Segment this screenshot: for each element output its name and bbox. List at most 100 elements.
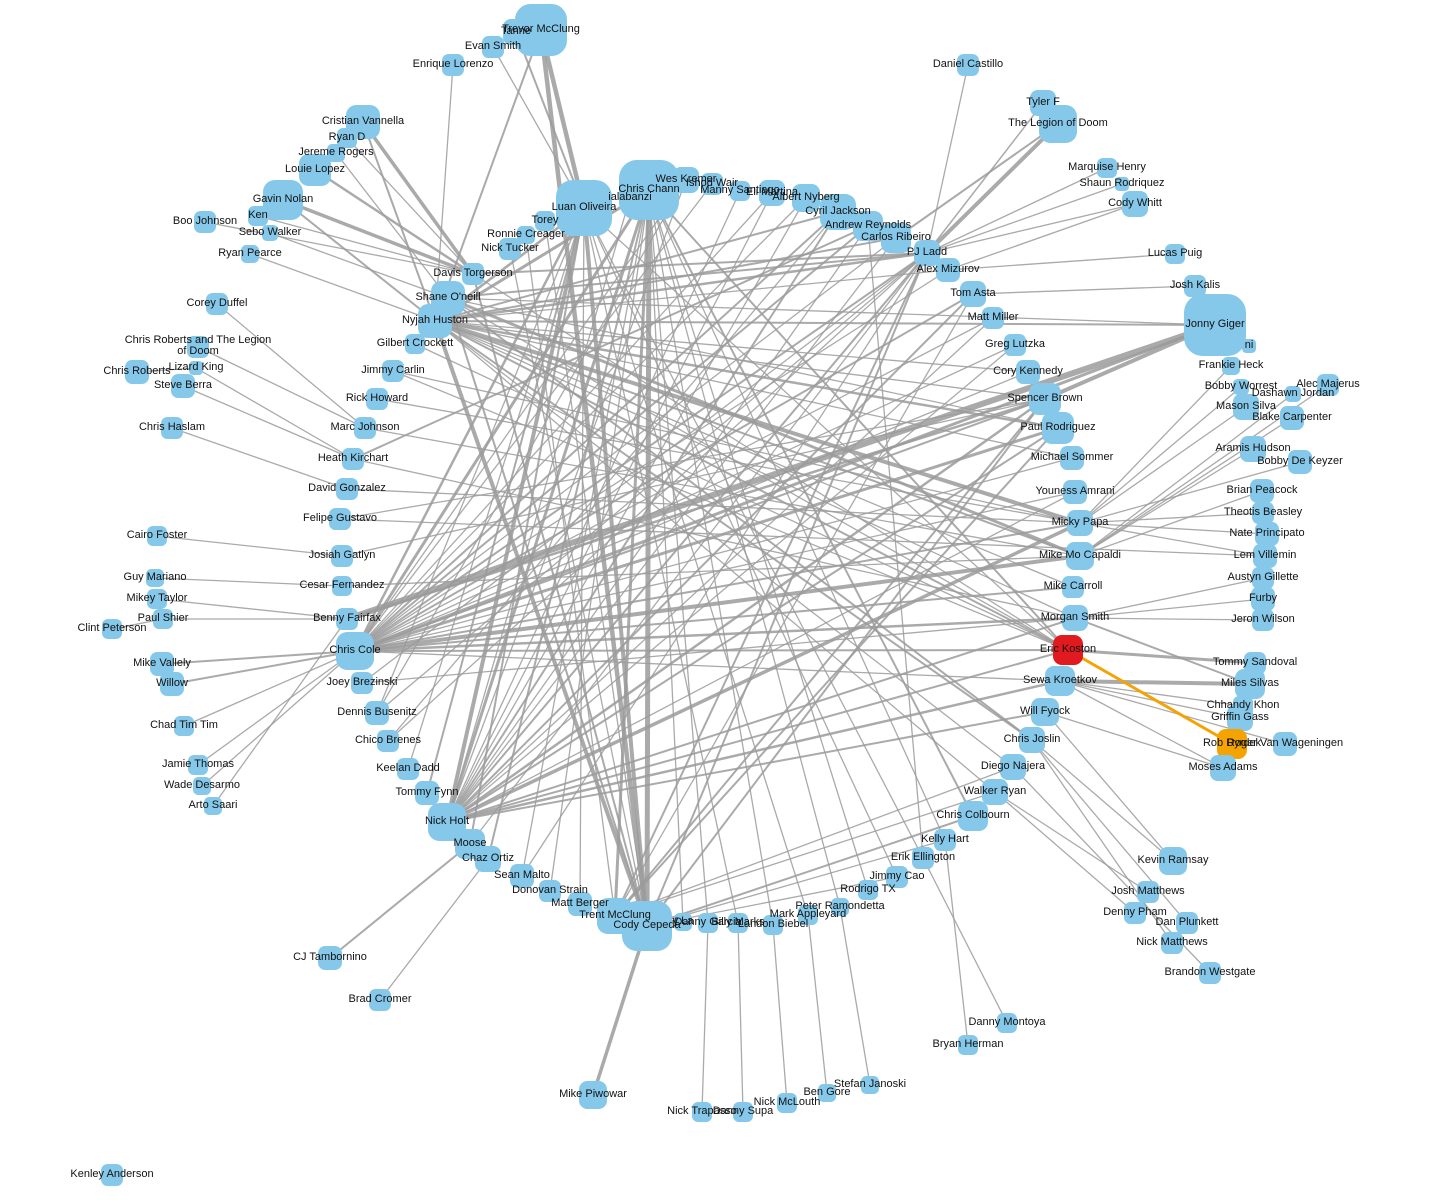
graph-node-nick-mclouth[interactable] [777, 1093, 797, 1113]
graph-node-frankie-heck[interactable] [1222, 357, 1240, 375]
graph-node-griffin-gass[interactable] [1227, 705, 1253, 731]
graph-node-mikey-taylor[interactable] [147, 589, 167, 609]
graph-node-josh-kalis[interactable] [1184, 275, 1206, 297]
graph-node-brad-cromer[interactable] [369, 989, 391, 1011]
graph-node-nick-trapasso[interactable] [692, 1102, 712, 1122]
graph-node-danny-supa[interactable] [733, 1102, 753, 1122]
graph-node-cairo-foster[interactable] [147, 526, 167, 546]
graph-node-paul-shier[interactable] [153, 609, 173, 629]
graph-node-ben-gore[interactable] [818, 1084, 836, 1102]
graph-node-matt-miller[interactable] [982, 307, 1004, 329]
graph-node-boo-johnson[interactable] [194, 211, 216, 233]
graph-node-donovan-strain[interactable] [539, 880, 561, 902]
graph-node-landon-biebel[interactable] [763, 915, 783, 935]
graph-node-chris-roberts[interactable] [125, 360, 149, 384]
graph-node-mason-silva[interactable] [1233, 394, 1259, 420]
graph-node-cj-tambornino[interactable] [318, 946, 342, 970]
graph-node-bobby-de-keyzer[interactable] [1288, 450, 1312, 474]
graph-node-kenley-anderson[interactable] [101, 1164, 123, 1186]
graph-node-danny-garcia[interactable] [698, 913, 718, 933]
graph-node-mike-mo-capaldi[interactable] [1066, 542, 1094, 570]
graph-node-davis-torgerson[interactable] [462, 263, 484, 285]
graph-node-matt-berger[interactable] [568, 892, 592, 916]
graph-node-greg-lutzka[interactable] [1004, 334, 1026, 356]
graph-node-louie-lopez[interactable] [299, 154, 331, 186]
graph-node-blake-carpenter[interactable] [1280, 406, 1304, 430]
graph-node-bryan-herman[interactable] [958, 1035, 978, 1055]
graph-node-evan-smith[interactable] [482, 36, 504, 58]
graph-node-michael-sommer[interactable] [1060, 446, 1084, 470]
graph-node-josh-matthews[interactable] [1137, 881, 1159, 903]
graph-node-lizard-king[interactable] [189, 361, 203, 375]
graph-node-cody-cepeda[interactable] [622, 901, 672, 951]
graph-node-micky-papa[interactable] [1067, 510, 1093, 536]
graph-node-billy-marks[interactable] [728, 913, 748, 933]
graph-node-alec-majerus[interactable] [1317, 374, 1339, 396]
graph-node-tommy-fynn[interactable] [415, 781, 439, 805]
graph-node-wes-kremer[interactable] [673, 167, 699, 193]
graph-node-steve-berra[interactable] [171, 374, 195, 398]
graph-node-chad-tim-tim[interactable] [174, 716, 194, 736]
graph-node-peter-ramondetta[interactable] [831, 898, 849, 916]
graph-node-morgan-smith[interactable] [1062, 605, 1088, 631]
graph-node-furby[interactable] [1251, 587, 1275, 611]
graph-node-jamie-thomas[interactable] [188, 755, 208, 775]
graph-node-felipe-gustavo[interactable] [329, 508, 351, 530]
graph-node-enrique-lorenzo[interactable] [442, 54, 464, 76]
graph-node-denny-pham[interactable] [1124, 902, 1146, 924]
graph-node-brandon-westgate[interactable] [1199, 962, 1221, 984]
graph-node-ni[interactable] [1242, 339, 1256, 353]
graph-node-will-fyock[interactable] [1031, 698, 1059, 726]
graph-node-rob-dyrdek[interactable] [1217, 729, 1247, 759]
graph-node-y-la[interactable] [674, 913, 692, 931]
graph-node-diego-najera[interactable] [1000, 754, 1026, 780]
graph-node-gilbert-crockett[interactable] [405, 334, 425, 354]
graph-node-legion-of-doom[interactable] [1039, 105, 1077, 143]
graph-node-chris-colbourn[interactable] [958, 801, 988, 831]
graph-node-tanner[interactable] [503, 19, 529, 45]
graph-node-sean-malto[interactable] [510, 864, 534, 888]
graph-node-ryan-pearce[interactable] [241, 245, 259, 263]
graph-node-nyjah-huston[interactable] [418, 304, 452, 338]
graph-node-eric-koston[interactable] [1053, 635, 1083, 665]
graph-node-ishod-wair[interactable] [701, 173, 723, 195]
graph-node-alex-mizurov[interactable] [936, 258, 960, 282]
graph-node-dashawn-jordan[interactable] [1285, 386, 1301, 402]
graph-node-jimmy-cao[interactable] [886, 866, 908, 888]
graph-node-theotis-beasley[interactable] [1252, 502, 1274, 524]
graph-node-luan-oliveira[interactable] [556, 180, 612, 236]
graph-node-chris-haslam[interactable] [161, 417, 183, 439]
graph-node-mike-piwowar[interactable] [579, 1081, 607, 1109]
graph-node-roger-van-wageningen[interactable] [1273, 732, 1297, 756]
graph-node-heath-kirchart[interactable] [342, 448, 364, 470]
graph-node-carlos-ribeiro[interactable] [881, 223, 911, 253]
graph-node-lucas-puig[interactable] [1165, 244, 1185, 264]
graph-node-jonny-giger[interactable] [1184, 294, 1246, 356]
graph-node-ronnie-creager[interactable] [517, 226, 535, 244]
graph-node-josiah-gatlyn[interactable] [331, 545, 353, 567]
graph-node-austyn-gillette[interactable] [1252, 567, 1274, 589]
graph-node-youness-amrani[interactable] [1063, 480, 1087, 504]
graph-node-corey-duffel[interactable] [206, 293, 228, 315]
graph-node-erik-ellington[interactable] [912, 847, 934, 869]
graph-node-kalabanzi[interactable] [619, 187, 641, 209]
graph-node-joey-brezinski[interactable] [351, 672, 373, 694]
graph-node-dennis-busenitz[interactable] [365, 701, 389, 725]
graph-node-lem-villemin[interactable] [1253, 544, 1277, 568]
graph-node-benny-fairfax[interactable] [336, 608, 358, 630]
graph-node-rick-howard[interactable] [366, 388, 388, 410]
graph-node-nate-principato[interactable] [1255, 522, 1279, 546]
graph-node-clint-peterson[interactable] [102, 619, 122, 639]
graph-node-chris-joslin[interactable] [1019, 727, 1045, 753]
graph-node-spencer-brown[interactable] [1029, 383, 1061, 415]
graph-node-stefan-janoski[interactable] [861, 1076, 879, 1094]
graph-node-cory-kennedy[interactable] [1016, 360, 1040, 384]
graph-node-ryan-d[interactable] [337, 128, 357, 148]
graph-node-cody-whitt[interactable] [1122, 191, 1148, 217]
graph-node-chico-brenes[interactable] [377, 730, 399, 752]
graph-node-bobby-worrest[interactable] [1233, 379, 1249, 395]
graph-node-moses-adams[interactable] [1210, 755, 1236, 781]
graph-node-sebo-walker[interactable] [262, 225, 278, 241]
graph-node-chris-roberts-lod[interactable] [187, 336, 209, 358]
